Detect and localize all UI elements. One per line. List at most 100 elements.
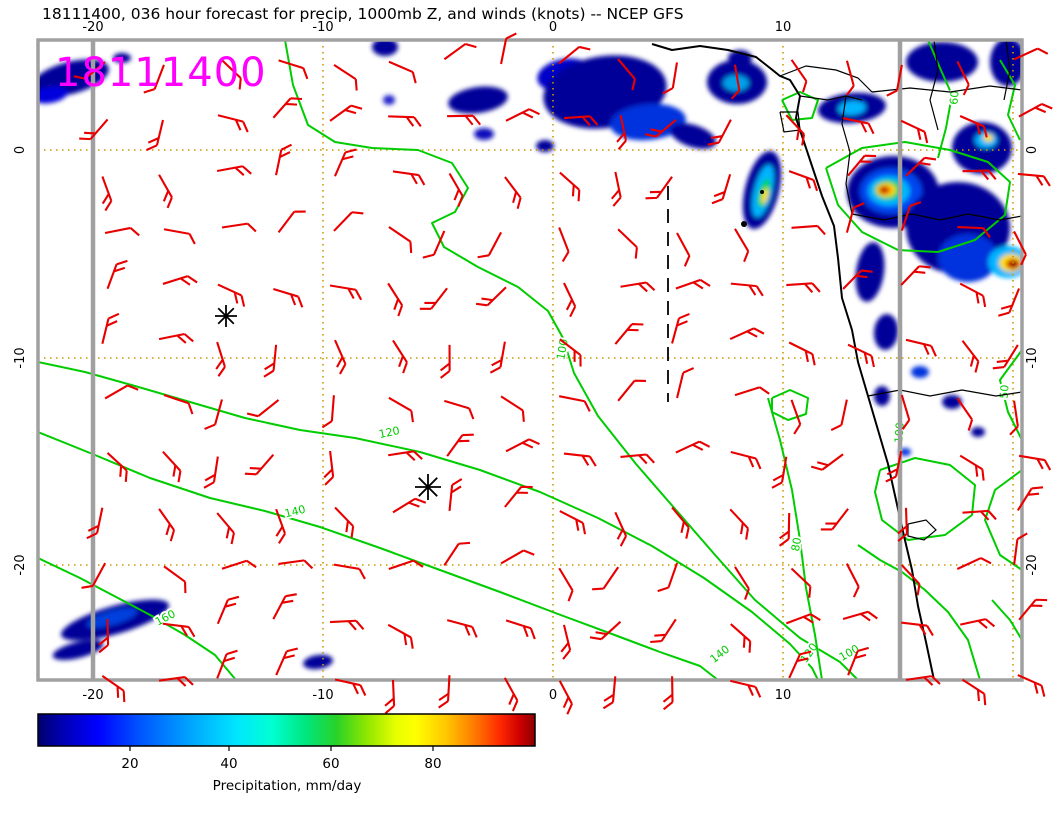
wind-barb bbox=[905, 156, 937, 177]
wind-barb-glyph bbox=[388, 396, 414, 423]
wind-barb-glyph bbox=[645, 176, 673, 200]
wind-barb-glyph bbox=[830, 399, 848, 431]
wind-barb bbox=[73, 61, 106, 80]
wind-barb bbox=[1016, 486, 1044, 512]
wind-barb-glyph bbox=[707, 119, 732, 146]
y-axis-tick-label: 0 bbox=[1025, 146, 1040, 154]
wind-barb bbox=[504, 176, 522, 210]
wind-barb-glyph bbox=[333, 211, 364, 232]
wind-barb bbox=[329, 284, 363, 301]
wind-barb-glyph bbox=[217, 114, 249, 133]
wind-barb-glyph bbox=[504, 176, 522, 210]
wind-barb-glyph bbox=[216, 649, 238, 679]
wind-barb bbox=[86, 507, 104, 540]
wind-barb-glyph bbox=[216, 595, 240, 625]
wind-barb bbox=[559, 510, 587, 535]
wind-barb-glyph bbox=[505, 108, 540, 122]
wind-barb bbox=[489, 341, 506, 374]
wind-barb bbox=[101, 312, 120, 345]
wind-barb bbox=[1013, 47, 1049, 61]
wind-barb bbox=[387, 623, 414, 649]
x-axis-tick-label: -20 bbox=[82, 20, 103, 35]
wind-barb bbox=[500, 395, 525, 422]
height-contour bbox=[999, 349, 1022, 441]
map-frame-layer bbox=[36, 38, 1024, 682]
wind-barb-glyph bbox=[589, 620, 622, 641]
precip-blob bbox=[971, 427, 985, 437]
wind-barb bbox=[790, 567, 812, 598]
wind-barb bbox=[657, 562, 679, 593]
wind-barb bbox=[79, 118, 109, 141]
wind-barb-glyph bbox=[820, 508, 849, 531]
wind-barb-glyph bbox=[1017, 674, 1046, 697]
wind-barb bbox=[729, 327, 765, 340]
wind-barb-glyph bbox=[602, 676, 617, 710]
wind-barb-glyph bbox=[900, 564, 921, 596]
wind-barb bbox=[788, 650, 812, 679]
wind-barb bbox=[558, 395, 591, 412]
wind-barb-glyph bbox=[158, 174, 173, 209]
wind-barb bbox=[444, 399, 475, 420]
contour-label: 80 bbox=[789, 536, 804, 552]
wind-barb bbox=[419, 287, 448, 310]
wind-barb-glyph bbox=[101, 675, 126, 703]
wind-barb bbox=[961, 340, 980, 373]
wind-barb bbox=[900, 201, 922, 231]
wind-barb-glyph bbox=[388, 226, 413, 254]
wind-barb-glyph bbox=[388, 559, 424, 570]
wind-barb bbox=[388, 60, 417, 84]
wind-barb-glyph bbox=[785, 114, 806, 146]
country-border bbox=[779, 65, 873, 93]
wind-barb bbox=[448, 172, 464, 207]
contour-label: 120 bbox=[378, 424, 401, 441]
contour-label: 50 bbox=[997, 384, 1011, 399]
wind-barb-glyph bbox=[81, 562, 107, 589]
wind-barb bbox=[215, 341, 226, 377]
wind-barb bbox=[203, 456, 219, 489]
wind-barb-glyph bbox=[729, 327, 765, 340]
colorbar-gradient bbox=[37, 713, 536, 747]
wind-barb-glyph bbox=[592, 566, 620, 591]
wind-barb bbox=[143, 64, 165, 94]
wind-barb bbox=[146, 119, 165, 151]
wind-barb bbox=[730, 64, 741, 100]
wind-barb-glyph bbox=[785, 613, 821, 625]
wind-barb-glyph bbox=[560, 624, 572, 660]
wind-barb bbox=[558, 567, 574, 602]
wind-barb bbox=[734, 228, 750, 263]
wind-barb bbox=[388, 396, 414, 423]
wind-barb bbox=[563, 282, 577, 318]
wind-barb-glyph bbox=[563, 282, 577, 318]
wind-barb bbox=[962, 509, 997, 521]
wind-barb bbox=[275, 143, 293, 176]
wind-barb bbox=[644, 119, 677, 138]
wind-barb bbox=[505, 108, 540, 122]
wind-barb bbox=[592, 566, 620, 591]
wind-barb-glyph bbox=[790, 399, 802, 435]
wind-barb-glyph bbox=[272, 97, 303, 119]
precip-blob bbox=[474, 128, 494, 140]
wind-barb-glyph bbox=[1013, 47, 1049, 61]
wind-barb-glyph bbox=[444, 399, 475, 420]
precip-blob bbox=[983, 134, 993, 142]
wind-barb bbox=[246, 399, 280, 418]
wind-barb bbox=[960, 618, 996, 629]
latlon-grid-layer bbox=[38, 40, 1022, 680]
y-axis-tick-label: 0 bbox=[13, 146, 28, 154]
wind-barb bbox=[475, 286, 507, 307]
wind-barb-glyph bbox=[419, 287, 448, 310]
wind-barb-glyph bbox=[901, 621, 934, 637]
wind-barb-glyph bbox=[246, 399, 280, 418]
wind-barb bbox=[671, 312, 690, 344]
wind-barb bbox=[422, 230, 446, 259]
wind-barb bbox=[1018, 454, 1052, 471]
wind-barb bbox=[333, 211, 364, 232]
wind-barb-glyph bbox=[559, 338, 582, 367]
wind-barb-glyph bbox=[662, 62, 679, 95]
height-contour bbox=[984, 469, 1022, 571]
wind-barb bbox=[563, 115, 599, 127]
wind-barb bbox=[786, 282, 821, 294]
height-contour bbox=[771, 389, 809, 421]
wind-barb bbox=[845, 202, 865, 233]
